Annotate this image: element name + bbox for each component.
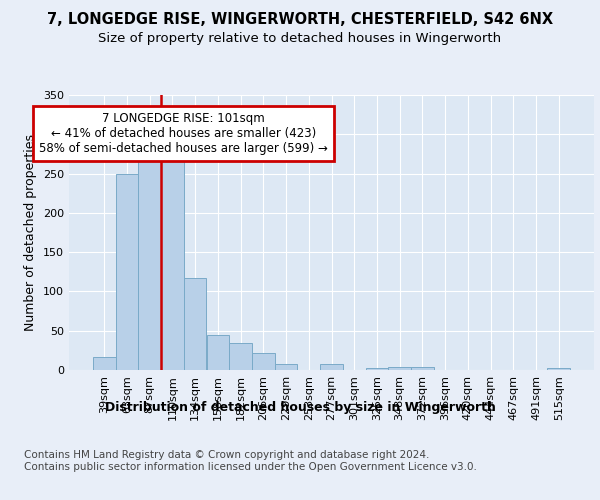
Bar <box>388 367 411 370</box>
Bar <box>411 367 434 370</box>
Bar <box>229 342 252 370</box>
Text: Size of property relative to detached houses in Wingerworth: Size of property relative to detached ho… <box>98 32 502 45</box>
Bar <box>206 334 229 370</box>
Bar <box>184 278 206 370</box>
Bar <box>365 368 388 370</box>
Text: 7 LONGEDGE RISE: 101sqm
← 41% of detached houses are smaller (423)
58% of semi-d: 7 LONGEDGE RISE: 101sqm ← 41% of detache… <box>40 112 328 156</box>
Text: Contains HM Land Registry data © Crown copyright and database right 2024.
Contai: Contains HM Land Registry data © Crown c… <box>24 450 477 471</box>
Bar <box>275 364 298 370</box>
Bar <box>547 368 570 370</box>
Bar <box>139 161 161 370</box>
Bar <box>161 158 184 370</box>
Bar <box>116 174 139 370</box>
Text: Distribution of detached houses by size in Wingerworth: Distribution of detached houses by size … <box>104 401 496 414</box>
Bar <box>320 364 343 370</box>
Text: 7, LONGEDGE RISE, WINGERWORTH, CHESTERFIELD, S42 6NX: 7, LONGEDGE RISE, WINGERWORTH, CHESTERFI… <box>47 12 553 28</box>
Bar <box>93 358 116 370</box>
Bar <box>252 352 275 370</box>
Y-axis label: Number of detached properties: Number of detached properties <box>25 134 37 331</box>
